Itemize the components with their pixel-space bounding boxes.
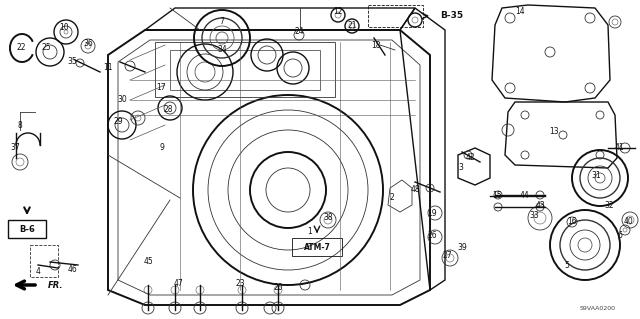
Text: ATM-7: ATM-7 — [303, 242, 330, 251]
Text: 29: 29 — [113, 116, 123, 125]
Text: 37: 37 — [10, 144, 20, 152]
Bar — [30, 245, 58, 277]
Text: 15: 15 — [492, 191, 502, 201]
Text: 28: 28 — [163, 106, 173, 115]
Text: 27: 27 — [442, 251, 452, 261]
Text: 35: 35 — [67, 57, 77, 66]
Text: 25: 25 — [41, 43, 51, 53]
Text: 14: 14 — [515, 8, 525, 17]
Bar — [155, 42, 335, 97]
Text: 6: 6 — [618, 231, 623, 240]
Text: 22: 22 — [16, 43, 26, 53]
Text: 10: 10 — [59, 23, 69, 32]
Bar — [368, 5, 423, 27]
Text: 18: 18 — [371, 41, 381, 49]
Text: 24: 24 — [294, 26, 304, 35]
Text: 44: 44 — [519, 190, 529, 199]
Text: B-6: B-6 — [19, 225, 35, 234]
Text: B-35: B-35 — [440, 11, 463, 20]
Text: 4: 4 — [36, 268, 40, 277]
Text: 1: 1 — [308, 227, 312, 236]
Text: 43: 43 — [535, 201, 545, 210]
Text: 8: 8 — [18, 121, 22, 130]
Bar — [292, 238, 342, 256]
Text: 48: 48 — [410, 186, 420, 195]
Text: 2: 2 — [390, 194, 394, 203]
Text: 9: 9 — [159, 144, 164, 152]
Text: 16: 16 — [567, 218, 577, 226]
Text: 7: 7 — [220, 18, 225, 26]
Text: 36: 36 — [83, 40, 93, 48]
Text: S9VAA0200: S9VAA0200 — [580, 306, 616, 310]
Text: 38: 38 — [323, 213, 333, 222]
Text: 31: 31 — [591, 170, 601, 180]
Text: 20: 20 — [273, 283, 283, 292]
Bar — [8, 220, 46, 238]
Text: 39: 39 — [457, 243, 467, 253]
Text: 32: 32 — [604, 201, 614, 210]
Text: 47: 47 — [173, 279, 183, 288]
Text: 19: 19 — [427, 209, 437, 218]
Text: 11: 11 — [103, 63, 113, 72]
Text: 30: 30 — [117, 95, 127, 105]
Text: 40: 40 — [624, 218, 634, 226]
Text: 34: 34 — [217, 46, 227, 55]
Text: 12: 12 — [333, 6, 343, 16]
Text: 42: 42 — [465, 153, 475, 162]
Text: 45: 45 — [143, 257, 153, 266]
Text: 33: 33 — [529, 211, 539, 219]
Text: 46: 46 — [67, 265, 77, 275]
Bar — [170, 50, 320, 90]
Text: 41: 41 — [614, 144, 624, 152]
Text: 23: 23 — [235, 278, 245, 287]
Text: 17: 17 — [156, 83, 166, 92]
Text: 5: 5 — [564, 261, 570, 270]
Text: 3: 3 — [459, 164, 463, 173]
Text: 21: 21 — [348, 21, 356, 31]
Text: 26: 26 — [427, 231, 437, 240]
Text: 13: 13 — [549, 127, 559, 136]
Text: FR.: FR. — [48, 280, 63, 290]
